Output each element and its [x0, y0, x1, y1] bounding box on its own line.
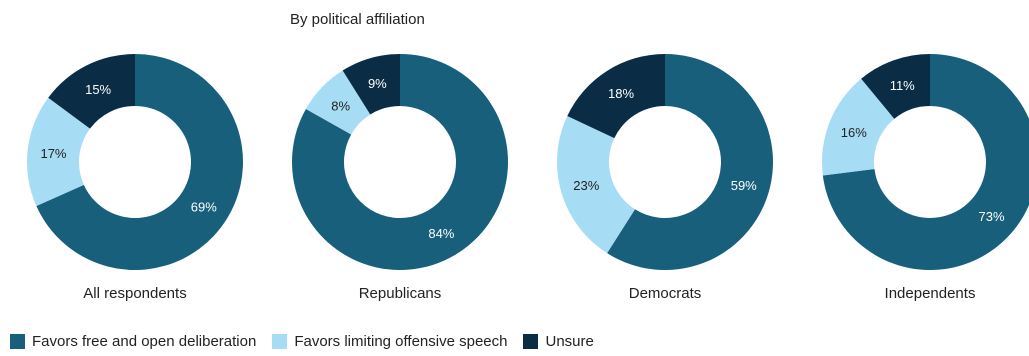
donut-slice [291, 54, 508, 270]
slice-value-label: 23% [573, 178, 599, 193]
donut-slice [48, 54, 135, 129]
slice-value-label: 59% [731, 178, 757, 193]
donut-group-label: Republicans [359, 285, 442, 302]
slice-value-label: 11% [890, 78, 915, 93]
slice-value-label: 16% [841, 125, 867, 140]
slice-value-label: 84% [428, 226, 454, 241]
legend-item-limiting-speech: Favors limiting offensive speech [272, 333, 507, 350]
slice-value-label: 17% [40, 146, 66, 161]
legend: Favors free and open deliberation Favors… [10, 333, 594, 350]
slice-value-label: 9% [368, 76, 387, 91]
donut-slice [26, 97, 91, 207]
donut-slice [607, 54, 773, 270]
donut-slice [567, 54, 665, 139]
donut-slice [822, 78, 895, 176]
legend-label: Favors free and open deliberation [32, 333, 257, 350]
slice-value-label: 15% [85, 82, 111, 97]
legend-swatch [10, 334, 25, 349]
legend-swatch [272, 334, 288, 349]
donut-group-label: Democrats [629, 285, 702, 302]
donut-slice [557, 116, 635, 254]
slice-value-label: 8% [331, 98, 350, 113]
donut-slice [861, 54, 930, 119]
donut-group-label: All respondents [83, 285, 186, 302]
legend-item-unsure: Unsure [523, 333, 594, 350]
donut-group-label: Independents [885, 285, 976, 302]
legend-swatch [523, 334, 539, 349]
legend-item-free-deliberation: Favors free and open deliberation [10, 333, 256, 350]
legend-label: Favors limiting offensive speech [294, 333, 508, 350]
chart-subtitle: By political affiliation [290, 11, 425, 28]
donut-slice [36, 54, 243, 270]
slice-value-label: 69% [191, 200, 217, 215]
legend-label: Unsure [545, 333, 594, 350]
donut-slice [342, 54, 400, 115]
donut-slice [305, 70, 371, 135]
slice-value-label: 73% [978, 209, 1004, 224]
donut-slice [822, 54, 1029, 270]
slice-value-label: 18% [608, 86, 634, 101]
